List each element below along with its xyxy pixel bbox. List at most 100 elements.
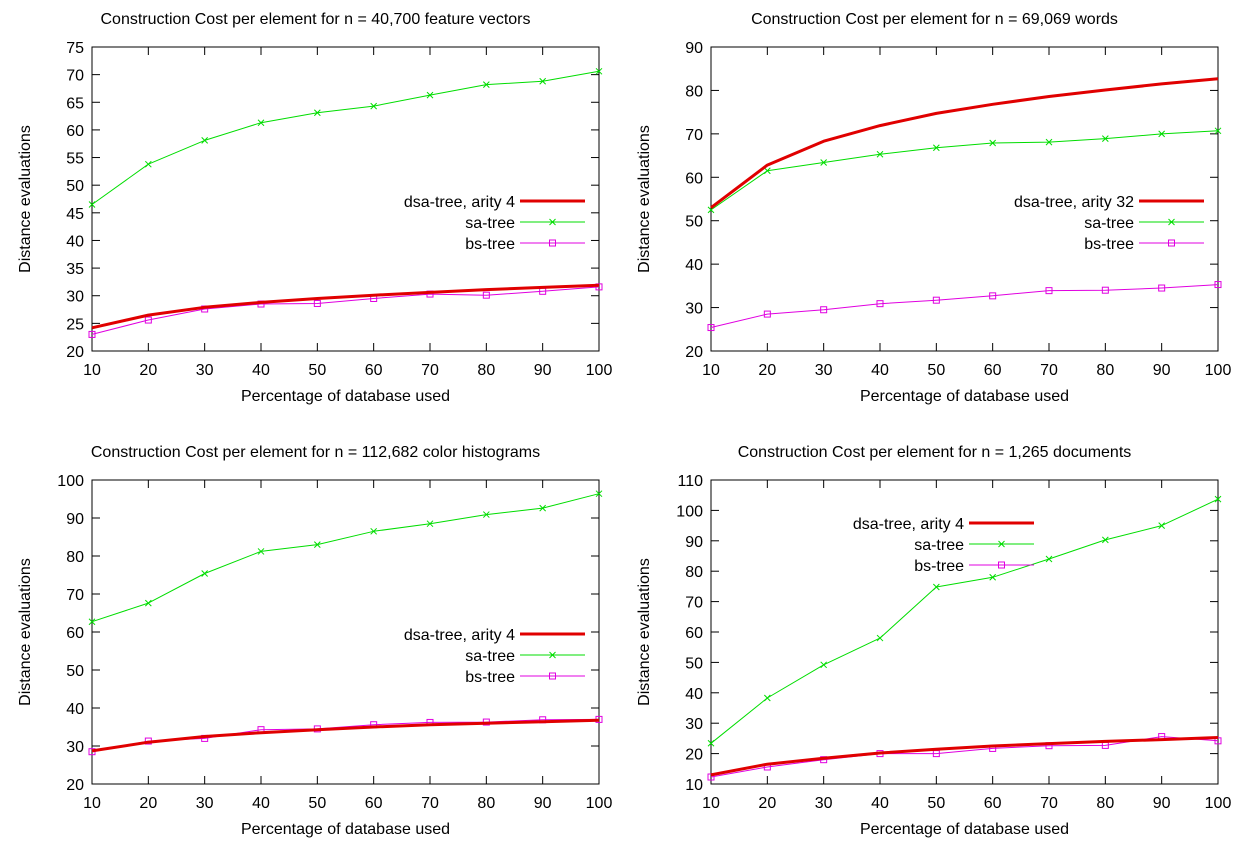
x-tick-label: 80 (1096, 362, 1114, 379)
y-tick-label: 70 (66, 587, 84, 604)
legend-label-sa-tree: sa-tree (465, 215, 515, 232)
y-tick-label: 50 (66, 178, 84, 195)
data-point-sa-tree (1101, 135, 1109, 142)
chart-panel-1: Construction Cost per element for n = 40… (0, 0, 619, 433)
data-point-sa-tree (201, 570, 209, 577)
y-tick-label: 100 (676, 503, 703, 520)
legend-label-sa-tree: sa-tree (465, 648, 515, 665)
series-line-bs-tree (710, 284, 1219, 328)
series-line-sa-tree (91, 493, 600, 623)
x-tick-label: 30 (815, 795, 833, 812)
series-sa-tree (707, 127, 1222, 214)
y-tick-label: 90 (66, 511, 84, 528)
y-tick-label: 90 (685, 40, 703, 57)
series-sa-tree (707, 495, 1222, 747)
y-tick-label: 60 (685, 625, 703, 642)
data-point-bs-tree (989, 292, 997, 300)
y-tick-label: 20 (66, 777, 84, 794)
data-point-sa-tree (763, 694, 771, 702)
series-line-sa-tree (710, 130, 1219, 211)
x-tick-label: 90 (534, 795, 552, 812)
y-tick-label: 45 (66, 206, 84, 223)
series-sa-tree (88, 67, 603, 208)
x-axis-label: Percentage of database used (860, 388, 1069, 405)
y-tick-label: 10 (685, 777, 703, 794)
data-point-bs-tree (1101, 286, 1109, 294)
y-tick-label: 20 (66, 344, 84, 361)
x-tick-label: 80 (1096, 795, 1114, 812)
data-point-sa-tree (482, 511, 490, 518)
x-tick-label: 30 (196, 362, 214, 379)
legend-label-dsa-tree: dsa-tree, arity 4 (404, 194, 515, 211)
x-tick-label: 70 (421, 362, 439, 379)
x-tick-label: 100 (586, 795, 613, 812)
data-point-bs-tree (482, 291, 490, 299)
data-point-sa-tree (1214, 495, 1222, 503)
legend-marker-bs-tree (1168, 239, 1175, 247)
legend-marker-sa-tree (549, 218, 556, 226)
series-line-bs-tree (91, 718, 600, 753)
x-tick-label: 70 (1040, 795, 1058, 812)
data-point-bs-tree (1214, 281, 1222, 289)
y-tick-label: 50 (685, 214, 703, 231)
chart-2: Construction Cost per element for n = 69… (636, 11, 1232, 405)
x-axis-label: Percentage of database used (241, 821, 450, 838)
chart-panel-2: Construction Cost per element for n = 69… (619, 0, 1238, 433)
data-point-sa-tree (201, 137, 209, 144)
data-point-bs-tree (313, 299, 321, 307)
y-tick-label: 40 (685, 257, 703, 274)
x-tick-label: 60 (984, 795, 1002, 812)
y-tick-label: 100 (57, 473, 84, 490)
x-tick-label: 40 (871, 795, 889, 812)
data-point-sa-tree (88, 618, 96, 626)
data-point-sa-tree (257, 119, 265, 127)
data-point-bs-tree (88, 330, 96, 338)
data-point-sa-tree (539, 77, 547, 85)
x-tick-label: 50 (927, 362, 945, 379)
x-tick-label: 10 (702, 795, 720, 812)
legend: dsa-tree, arity 4 sa-tree bs-tree (853, 516, 1034, 575)
x-tick-label: 60 (365, 795, 383, 812)
y-tick-label: 55 (66, 151, 84, 168)
x-tick-label: 50 (927, 795, 945, 812)
legend-marker-sa-tree (549, 651, 556, 659)
data-point-sa-tree (144, 160, 152, 168)
y-tick-label: 75 (66, 40, 84, 57)
y-tick-label: 20 (685, 344, 703, 361)
data-point-sa-tree (876, 634, 884, 642)
x-tick-label: 100 (1205, 362, 1232, 379)
x-tick-label: 40 (871, 362, 889, 379)
y-tick-label: 80 (685, 83, 703, 100)
data-point-sa-tree (763, 167, 771, 175)
x-tick-label: 70 (421, 795, 439, 812)
data-point-sa-tree (370, 527, 378, 535)
y-tick-label: 90 (685, 534, 703, 551)
x-axis-label: Percentage of database used (860, 821, 1069, 838)
x-tick-label: 50 (308, 362, 326, 379)
x-tick-label: 40 (252, 795, 270, 812)
legend-marker-bs-tree (549, 239, 556, 247)
data-point-sa-tree (313, 109, 321, 117)
series-bs-tree (88, 283, 603, 338)
x-tick-label: 30 (815, 362, 833, 379)
data-point-bs-tree (932, 296, 940, 304)
y-tick-label: 70 (66, 68, 84, 85)
y-axis-label: Distance evaluations (636, 125, 653, 273)
data-point-bs-tree (1045, 287, 1053, 295)
y-tick-label: 50 (685, 655, 703, 672)
legend-label-dsa-tree: dsa-tree, arity 4 (404, 627, 515, 644)
legend-label-sa-tree: sa-tree (914, 537, 964, 554)
y-axis-label: Distance evaluations (17, 558, 34, 706)
legend: dsa-tree, arity 4 sa-tree bs-tree (404, 194, 585, 253)
data-point-sa-tree (1158, 130, 1166, 138)
x-tick-label: 10 (83, 362, 101, 379)
x-tick-label: 70 (1040, 362, 1058, 379)
data-point-sa-tree (932, 583, 940, 591)
y-tick-label: 110 (677, 473, 703, 490)
series-line-dsa-tree (91, 283, 600, 330)
data-point-sa-tree (482, 81, 490, 88)
data-point-sa-tree (539, 504, 547, 512)
data-point-sa-tree (370, 102, 378, 110)
data-point-sa-tree (989, 573, 997, 581)
data-point-sa-tree (820, 661, 828, 669)
